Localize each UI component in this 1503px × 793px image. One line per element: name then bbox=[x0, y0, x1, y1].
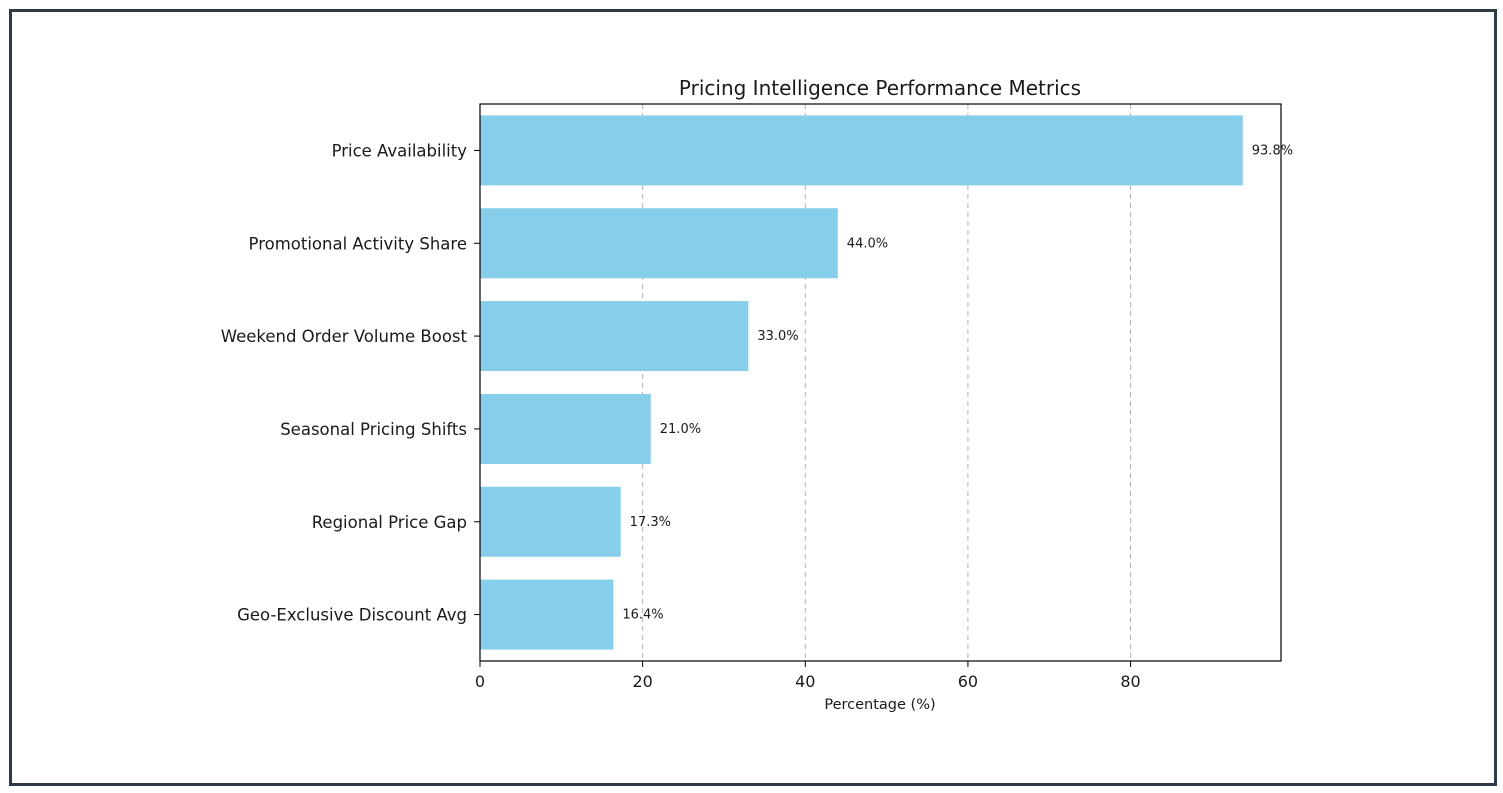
x-tick-label: 80 bbox=[1120, 672, 1140, 691]
value-label: 44.0% bbox=[847, 236, 888, 251]
value-label: 16.4% bbox=[622, 608, 663, 623]
grid-lines bbox=[642, 104, 1132, 661]
value-label: 21.0% bbox=[660, 422, 701, 437]
bar bbox=[480, 115, 1243, 186]
bars bbox=[480, 115, 1243, 650]
bar bbox=[480, 301, 749, 372]
value-label: 93.8% bbox=[1252, 143, 1293, 158]
x-tick-label: 40 bbox=[795, 672, 815, 691]
category-label: Promotional Activity Share bbox=[249, 234, 467, 253]
x-tick-label: 0 bbox=[475, 672, 485, 691]
category-label: Price Availability bbox=[332, 141, 468, 160]
category-label: Geo-Exclusive Discount Avg bbox=[237, 606, 467, 625]
bar bbox=[480, 208, 838, 279]
x-tick-label: 20 bbox=[632, 672, 652, 691]
labels: Price Availability 93.8% Promotional Activ… bbox=[221, 141, 1293, 624]
x-tick-label: 60 bbox=[958, 672, 978, 691]
category-label: Seasonal Pricing Shifts bbox=[280, 420, 467, 439]
bar bbox=[480, 486, 621, 557]
category-label: Weekend Order Volume Boost bbox=[221, 327, 468, 346]
value-label: 33.0% bbox=[757, 329, 798, 344]
bar bbox=[480, 579, 614, 650]
value-label: 17.3% bbox=[630, 515, 671, 530]
bar bbox=[480, 393, 651, 464]
x-axis-ticks: 0 20 40 60 80 bbox=[474, 149, 1141, 691]
category-label: Regional Price Gap bbox=[312, 513, 467, 532]
chart-title: Pricing Intelligence Performance Metrics bbox=[679, 76, 1081, 100]
x-axis-label: Percentage (%) bbox=[824, 697, 935, 713]
plot-area bbox=[479, 103, 1282, 662]
